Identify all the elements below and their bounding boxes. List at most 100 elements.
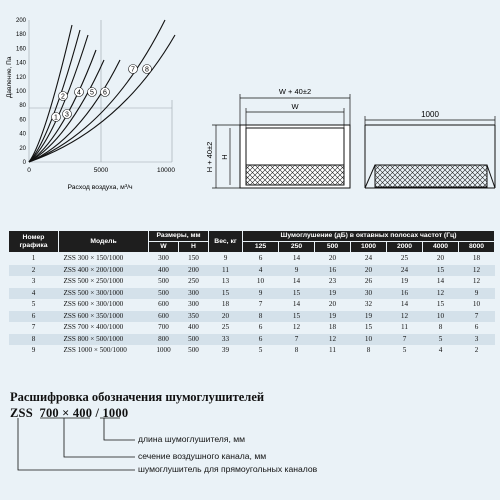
table-cell: 14 xyxy=(292,277,301,285)
table-cell: 8 xyxy=(242,310,279,322)
curves xyxy=(28,19,176,163)
dim-h: H xyxy=(220,154,229,159)
table-cell: 18 xyxy=(328,323,337,331)
curve-label-5: 5 xyxy=(87,87,97,97)
decode-code: ZSS 700 × 400 / 1000 xyxy=(10,406,129,420)
table-row: 3 ZSS 500 × 250/1000 500 250 13 10 14 23 26 19 14 1… xyxy=(9,276,495,288)
svg-text:5: 5 xyxy=(90,90,94,97)
table-cell: 1 xyxy=(31,254,36,262)
header-sizes: Размеры, мм xyxy=(148,230,209,242)
table-cell: 6 xyxy=(258,254,263,262)
dim-length: 1000 xyxy=(421,110,439,119)
table-cell: 7 xyxy=(258,300,263,308)
curve-label-1: 1 xyxy=(51,112,61,122)
table-cell: 6 xyxy=(474,323,479,331)
table-cell: ZSS 700 × 400/1000 xyxy=(63,323,124,331)
table-cell: 20 xyxy=(328,254,337,262)
front-view xyxy=(239,124,351,189)
header-freq-8000: 8000 xyxy=(457,241,496,253)
silencer-spec-table: Номер графика Модель Размеры, мм Вес, кг… xyxy=(8,230,496,357)
table-cell: 7 xyxy=(278,333,315,345)
svg-text:1: 1 xyxy=(54,115,58,122)
table-cell: 8 xyxy=(294,346,299,354)
table-cell: 6 xyxy=(258,323,263,331)
table-cell: 33 xyxy=(208,333,243,345)
table-cell: 5 xyxy=(258,346,263,354)
y-tick-40: 40 xyxy=(19,132,26,138)
table-cell: 600 xyxy=(158,300,169,308)
table-cell: 4 xyxy=(438,346,443,354)
header-model: Модель xyxy=(58,230,149,253)
x-axis-label: Расход воздуха, м³/ч xyxy=(67,184,133,191)
y-tick-60: 60 xyxy=(19,117,26,123)
header-noise: Шумоглушение (дБ) в октавных полосах час… xyxy=(241,230,496,242)
curve-label-4: 4 xyxy=(74,87,84,97)
table-cell: 12 xyxy=(472,277,481,285)
header-weight: Вес, кг xyxy=(208,230,243,253)
header-w: W xyxy=(148,241,179,253)
table-cell: 10 xyxy=(256,277,265,285)
table-cell: 15 xyxy=(278,287,315,299)
table-cell: 15 xyxy=(422,264,459,276)
side-view xyxy=(364,124,496,189)
table-cell: 20 xyxy=(208,310,243,322)
y-tick-140: 140 xyxy=(16,61,27,67)
table-cell: 500 xyxy=(158,277,169,285)
table-cell: 300 xyxy=(188,300,199,308)
table-cell: 2 xyxy=(474,346,479,354)
table-cell: 350 xyxy=(178,310,209,322)
table-cell: 8 xyxy=(366,346,371,354)
curve-8 xyxy=(28,34,176,163)
table-cell: 3 xyxy=(31,277,36,285)
table-cell: 5 xyxy=(31,300,36,308)
y-axis-label: Давление, Па xyxy=(6,56,13,98)
curve-label-2: 2 xyxy=(58,91,68,101)
table-row: 7 ZSS 700 × 400/1000 700 400 25 6 12 18 15 11 8 6 xyxy=(9,322,495,334)
decode-line-length: длина шумоглушителя, мм xyxy=(138,434,246,444)
svg-text:6: 6 xyxy=(103,90,107,97)
curve-3 xyxy=(28,34,89,163)
table-cell: 19 xyxy=(314,310,351,322)
table-cell: 23 xyxy=(328,277,337,285)
table-cell: 600 xyxy=(148,310,179,322)
table-cell: 200 xyxy=(178,264,209,276)
curve-5 xyxy=(28,59,105,163)
table-cell: 12 xyxy=(314,333,351,345)
table-cell: 500 xyxy=(148,287,179,299)
decode-lines xyxy=(17,417,135,471)
table-cell: 7 xyxy=(458,310,495,322)
table-row: 6 ZSS 600 × 350/1000 600 350 20 8 15 19 19 12 10 7 xyxy=(8,310,495,322)
table-cell: 32 xyxy=(364,300,373,308)
table-cell: ZSS 600 × 300/1000 xyxy=(63,300,124,308)
table-cell: ZSS 600 × 350/1000 xyxy=(58,310,149,322)
header-freq-1000: 1000 xyxy=(350,241,387,253)
table-row: 1 ZSS 300 × 150/1000 300 150 9 6 14 20 24 25 20 18 xyxy=(9,253,495,265)
table-cell: 500 xyxy=(188,346,199,354)
table-row: 2 ZSS 400 × 200/1000 400 200 11 4 9 16 20 24 15 12 xyxy=(8,264,495,276)
decode-line-type: шумоглушитель для прямоугольных каналов xyxy=(138,464,318,474)
table-cell: 19 xyxy=(350,310,387,322)
table-cell: 25 xyxy=(221,323,230,331)
table-cell: 12 xyxy=(386,310,423,322)
y-tick-120: 120 xyxy=(16,75,27,81)
table-cell: 11 xyxy=(208,264,243,276)
table-cell: ZSS 1000 × 500/1000 xyxy=(63,346,127,354)
table-cell: ZSS 800 × 500/1000 xyxy=(58,333,149,345)
table-cell: ZSS 500 × 300/1000 xyxy=(58,287,149,299)
table-cell: 6 xyxy=(242,333,279,345)
table-cell: 9 xyxy=(242,287,279,299)
table-cell: 400 xyxy=(148,264,179,276)
table-cell: 700 xyxy=(158,323,169,331)
table-cell: 10 xyxy=(422,310,459,322)
table-cell: 9 xyxy=(278,264,315,276)
y-tick-80: 80 xyxy=(19,103,26,109)
pressure-flow-chart: Давление, Па 200180160140120100806040200… xyxy=(6,18,176,191)
table-cell: 15 xyxy=(436,300,445,308)
y-tick-200: 200 xyxy=(16,18,27,24)
curve-label-6: 6 xyxy=(100,87,110,97)
table-cell: 13 xyxy=(221,277,230,285)
dim-h-plus: H + 40±2 xyxy=(205,142,214,173)
table-cell: ZSS 500 × 250/1000 xyxy=(63,277,124,285)
table-row: 5 ZSS 600 × 300/1000 600 300 18 7 14 20 32 14 15 10 xyxy=(9,299,495,311)
table-cell: 20 xyxy=(350,264,387,276)
